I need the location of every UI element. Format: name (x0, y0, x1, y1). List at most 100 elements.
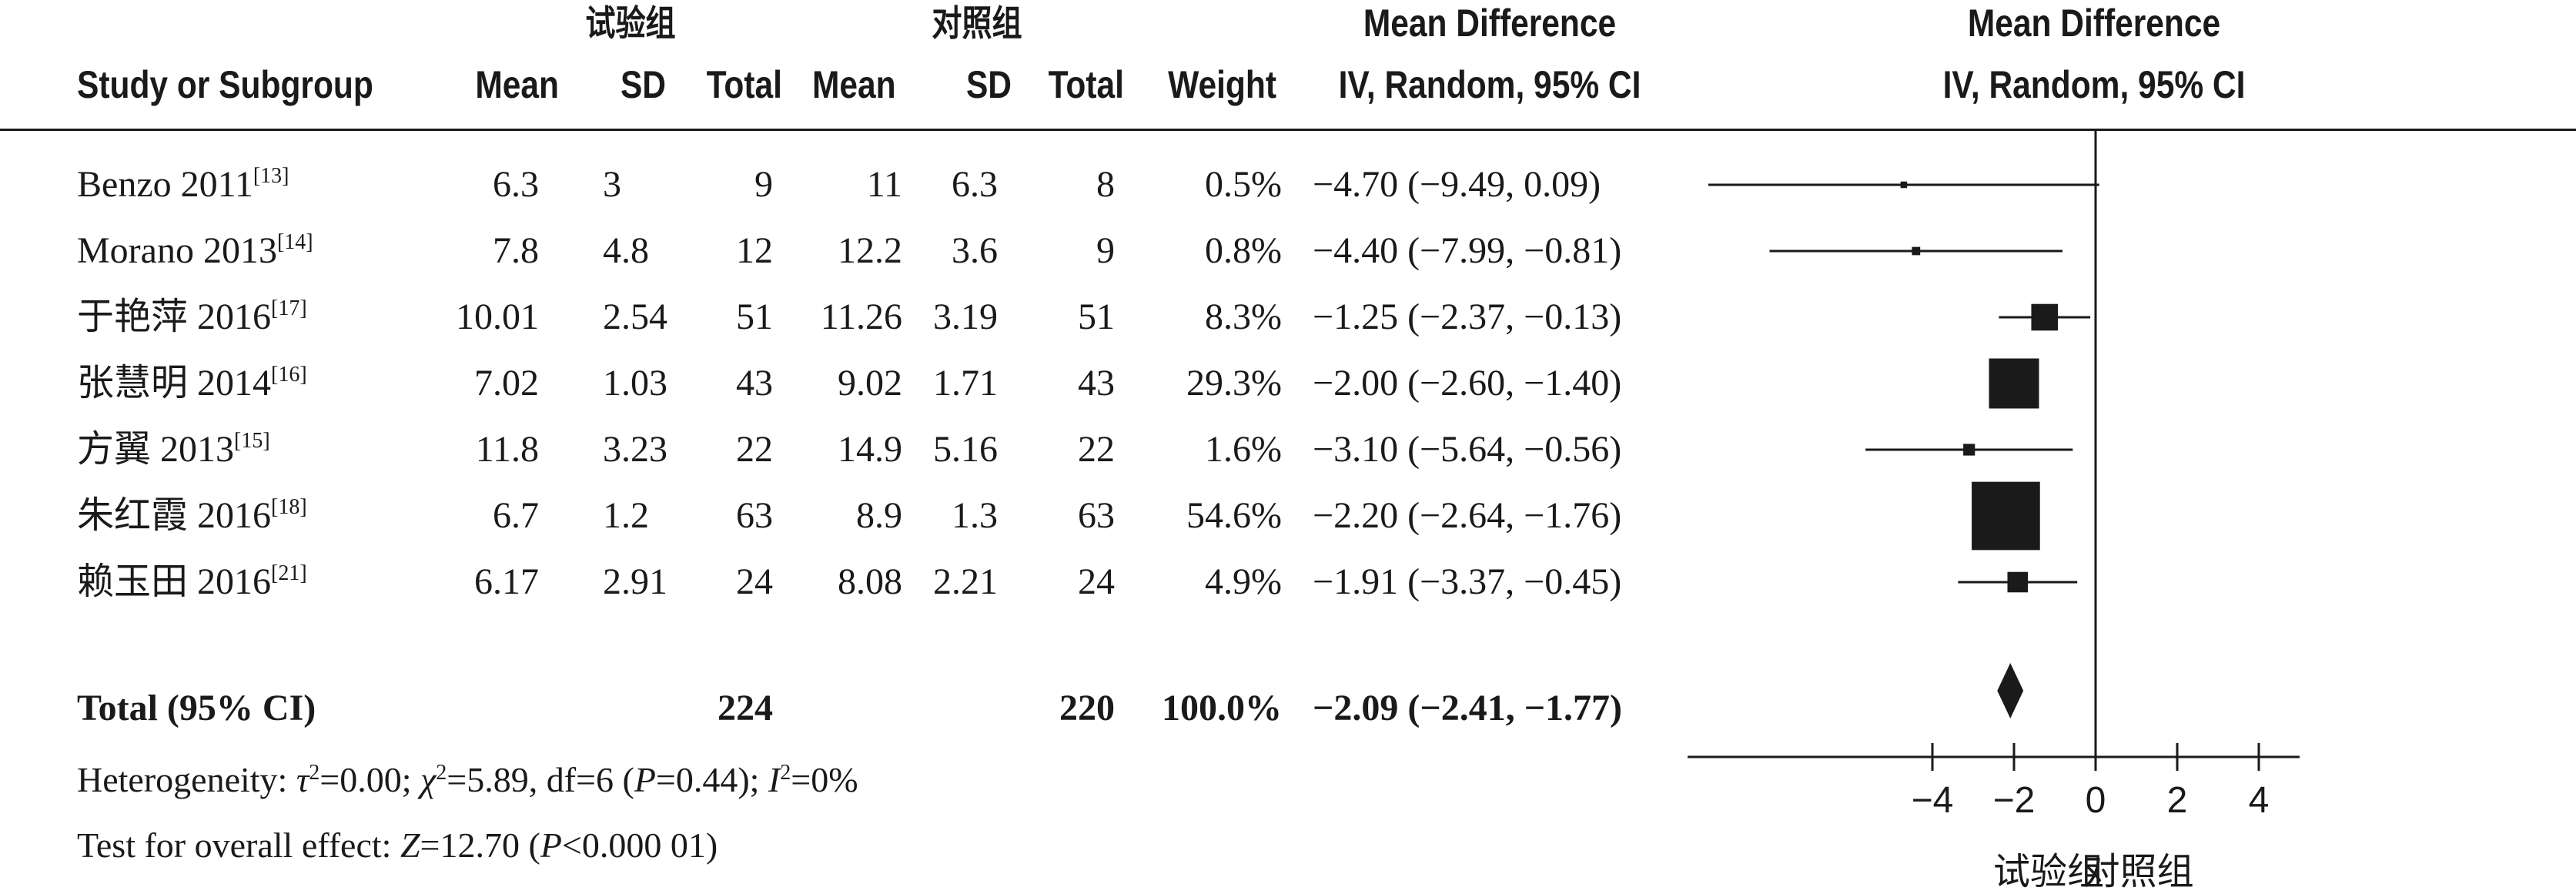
study-name: 张慧明 2014[16] (77, 363, 307, 403)
ctrl-mean: 11 (866, 164, 902, 205)
ctrl-total: 43 (1078, 363, 1115, 403)
total-ci: −2.09 (−2.41, −1.77) (1313, 688, 1623, 728)
exp-mean: 7.02 (474, 363, 539, 403)
exp-total: 22 (736, 429, 773, 470)
ctrl-total: 22 (1078, 429, 1115, 470)
weight-value: 1.6% (1205, 429, 1282, 470)
ci-value: −4.40 (−7.99, −0.81) (1313, 230, 1622, 271)
md-method-header: IV, Random, 95% CI (1338, 63, 1641, 106)
md-plot-title-header: Mean Difference (1967, 2, 2221, 45)
weight-header: Weight (1168, 63, 1276, 106)
study-name: 朱红霞 2016[18] (77, 495, 307, 536)
favours-control-label: 对照组 (2083, 852, 2194, 892)
exp-mean: 6.7 (493, 495, 539, 536)
exp-total: 9 (754, 164, 773, 205)
exp-sd: 4.8 (603, 230, 649, 271)
x-tick-label: 4 (2249, 780, 2270, 821)
exp-total: 12 (736, 230, 773, 271)
ctrl-sd: 2.21 (933, 561, 998, 602)
weight-value: 4.9% (1205, 561, 1282, 602)
exp-mean: 6.3 (493, 164, 539, 205)
ctrl-sd: 3.6 (952, 230, 998, 271)
ci-value: −4.70 (−9.49, 0.09) (1313, 164, 1601, 205)
ctrl-mean: 14.9 (838, 429, 902, 470)
weight-value: 54.6% (1186, 495, 1282, 536)
experimental-group-header: 试验组 (585, 2, 676, 44)
weight-value: 8.3% (1205, 296, 1282, 337)
total-label: Total (95% CI) (77, 688, 316, 728)
overall-effect-text: Test for overall effect: Z=12.70 (P<0.00… (77, 825, 718, 865)
exp-sd: 2.91 (603, 561, 667, 602)
study-name: 方翼 2013[15] (77, 429, 270, 470)
pooled-diamond (1997, 663, 2024, 718)
exp-total: 63 (736, 495, 773, 536)
ctrl-total: 9 (1096, 230, 1115, 271)
study-name: Benzo 2011[13] (77, 164, 289, 205)
ctrl-mean: 11.26 (820, 296, 902, 337)
favours-experimental-label: 试验组 (1993, 852, 2104, 892)
ctrl-sd: 6.3 (952, 164, 998, 205)
ctrl-mean: 8.08 (838, 561, 902, 602)
ctrl-mean: 12.2 (838, 230, 902, 271)
effect-square (1963, 444, 1975, 456)
exp-mean-header: Mean (475, 63, 559, 106)
ctrl-mean: 9.02 (838, 363, 902, 403)
exp-total: 51 (736, 296, 773, 337)
ctrl-sd: 1.3 (952, 495, 998, 536)
exp-mean: 7.8 (493, 230, 539, 271)
exp-mean: 6.17 (474, 561, 539, 602)
effect-square (2007, 571, 2029, 593)
exp-total: 24 (736, 561, 773, 602)
exp-sd: 2.54 (603, 296, 667, 337)
total-ctrl-n: 220 (1059, 688, 1115, 728)
exp-sd: 3.23 (603, 429, 667, 470)
ctrl-total: 8 (1096, 164, 1115, 205)
ctrl-total: 63 (1078, 495, 1115, 536)
md-title-header: Mean Difference (1363, 2, 1617, 45)
effect-square (1912, 246, 1921, 256)
effect-square (1900, 181, 1908, 189)
ci-value: −2.00 (−2.60, −1.40) (1313, 363, 1622, 403)
exp-mean: 10.01 (456, 296, 539, 337)
exp-total-header: Total (706, 63, 782, 106)
ctrl-mean-header: Mean (812, 63, 896, 106)
study-column-header: Study or Subgroup (77, 63, 373, 106)
ctrl-total-header: Total (1048, 63, 1124, 106)
x-tick-label: 0 (2086, 780, 2106, 821)
ci-value: −1.25 (−2.37, −0.13) (1313, 296, 1622, 337)
control-group-header: 对照组 (932, 2, 1022, 44)
ci-value: −1.91 (−3.37, −0.45) (1313, 561, 1622, 602)
effect-square (2031, 303, 2059, 331)
heterogeneity-text: Heterogeneity: τ2=0.00; χ2=5.89, df=6 (P… (77, 760, 858, 799)
ctrl-sd: 3.19 (933, 296, 998, 337)
study-name: Morano 2013[14] (77, 230, 313, 271)
x-tick-label: 2 (2167, 780, 2188, 821)
ci-value: −3.10 (−5.64, −0.56) (1313, 429, 1622, 470)
exp-sd-header: SD (620, 63, 666, 106)
md-plot-method-header: IV, Random, 95% CI (1942, 63, 2246, 106)
exp-sd: 3 (603, 164, 621, 205)
weight-value: 0.8% (1205, 230, 1282, 271)
exp-total: 43 (736, 363, 773, 403)
ctrl-sd-header: SD (965, 63, 1012, 106)
total-weight: 100.0% (1162, 688, 1282, 728)
study-name: 于艳萍 2016[17] (77, 296, 307, 337)
total-exp-n: 224 (718, 688, 773, 728)
ctrl-total: 51 (1078, 296, 1115, 337)
ctrl-mean: 8.9 (856, 495, 902, 536)
study-name: 赖玉田 2016[21] (77, 561, 307, 602)
header-rule (0, 129, 2576, 131)
effect-square (1989, 358, 2039, 409)
ctrl-total: 24 (1078, 561, 1115, 602)
ctrl-sd: 1.71 (933, 363, 998, 403)
x-tick-label: −2 (1993, 780, 2036, 821)
weight-value: 0.5% (1205, 164, 1282, 205)
ctrl-sd: 5.16 (933, 429, 998, 470)
effect-square (1972, 481, 2040, 551)
exp-sd: 1.2 (603, 495, 649, 536)
weight-value: 29.3% (1186, 363, 1282, 403)
ci-value: −2.20 (−2.64, −1.76) (1313, 495, 1622, 536)
x-tick-label: −4 (1912, 780, 1954, 821)
exp-mean: 11.8 (475, 429, 539, 470)
exp-sd: 1.03 (603, 363, 667, 403)
